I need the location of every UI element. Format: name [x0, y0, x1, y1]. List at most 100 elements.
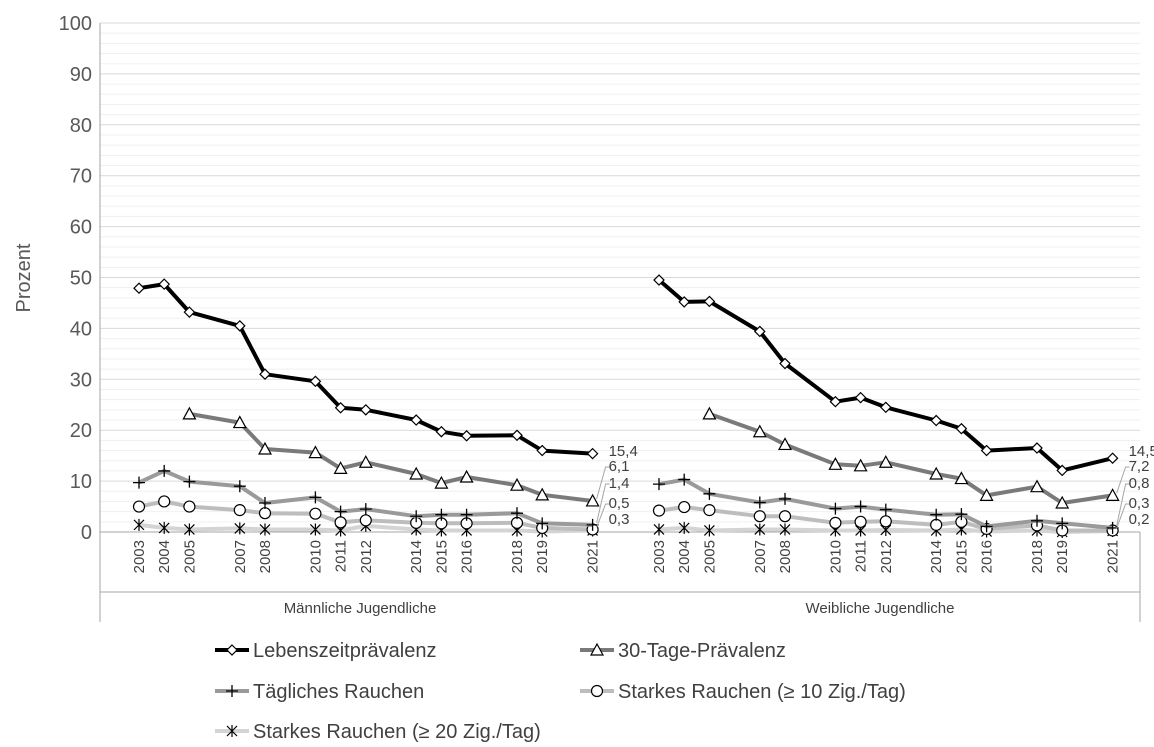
- series-line: [658, 505, 1113, 533]
- data-point-marker: [829, 502, 842, 515]
- data-point-marker: [930, 508, 943, 521]
- data-point-marker: [703, 524, 715, 537]
- data-label-leader: [596, 483, 610, 523]
- data-point-marker: [979, 488, 994, 501]
- x-tick-label: 2016: [979, 540, 996, 573]
- y-tick-label: 100: [59, 13, 92, 35]
- data-point-marker: [585, 493, 600, 507]
- data-point-marker: [259, 496, 271, 509]
- data-point-marker: [1031, 514, 1043, 527]
- x-tick-label: 2010: [307, 540, 324, 573]
- series-line: [138, 499, 593, 532]
- data-point-marker: [954, 471, 969, 485]
- series-line: [708, 412, 1113, 505]
- series-line: [138, 522, 593, 534]
- data-point-marker: [359, 403, 372, 416]
- y-tick-label: 10: [70, 471, 92, 493]
- data-point-marker: [653, 523, 665, 536]
- data-point-marker: [955, 422, 968, 435]
- end-data-label: 0,3: [609, 511, 630, 528]
- data-point-marker: [703, 504, 716, 517]
- data-point-marker: [678, 521, 690, 534]
- series-line: [658, 525, 1113, 534]
- data-point-marker: [460, 508, 473, 521]
- data-point-marker: [652, 504, 666, 517]
- series-lebenszeitpr-valenz: [133, 278, 599, 460]
- data-point-marker: [678, 296, 691, 308]
- legend-marker: [226, 685, 238, 697]
- series-30-tage-pr-valenz: [182, 406, 600, 507]
- data-point-marker: [1029, 479, 1045, 493]
- data-point-marker: [1106, 452, 1119, 465]
- legend-item-30-tage-pr-valenz: 30-Tage-Prävalenz: [580, 640, 786, 662]
- data-point-marker: [1031, 442, 1043, 454]
- end-data-label: 14,5: [1129, 443, 1154, 460]
- data-point-marker: [459, 469, 474, 483]
- plot-area: 15,46,11,40,50,314,57,20,80,30,2: [132, 274, 1154, 538]
- data-point-marker: [536, 517, 549, 530]
- data-point-marker: [703, 295, 716, 308]
- data-point-marker: [778, 510, 792, 523]
- x-tick-label: 2019: [1054, 540, 1071, 573]
- data-point-marker: [779, 492, 791, 505]
- data-point-marker: [653, 478, 665, 491]
- data-point-marker: [854, 500, 867, 513]
- data-point-marker: [509, 477, 525, 491]
- data-point-marker: [259, 368, 271, 381]
- data-point-marker: [535, 487, 550, 501]
- x-tick-label: 2014: [928, 540, 945, 573]
- series-line: [138, 282, 593, 456]
- legend-marker: [226, 644, 238, 656]
- series-line: [138, 468, 593, 527]
- data-point-marker: [511, 507, 523, 520]
- series-t-gliches-rauchen: [133, 464, 599, 531]
- data-point-marker: [586, 447, 599, 460]
- end-data-label: 0,2: [1129, 511, 1150, 528]
- data-point-marker: [133, 282, 145, 295]
- x-tick-label: 2021: [585, 540, 602, 573]
- data-point-marker: [753, 510, 766, 523]
- data-point-marker: [309, 507, 322, 520]
- x-tick-label: 2011: [853, 540, 870, 572]
- series-starkes-rauchen-20-zig-tag: [133, 518, 599, 538]
- x-tick-label: 2010: [827, 540, 844, 573]
- data-point-marker: [1105, 488, 1120, 501]
- data-point-marker: [878, 455, 893, 468]
- data-point-marker: [334, 505, 347, 518]
- end-data-label: 15,4: [609, 443, 638, 460]
- data-point-marker: [879, 515, 892, 528]
- x-tick-label: 2018: [1029, 540, 1046, 573]
- data-point-marker: [232, 415, 247, 429]
- data-point-marker: [980, 520, 993, 533]
- data-point-marker: [333, 461, 348, 474]
- data-point-marker: [133, 476, 145, 489]
- end-data-label: 1,4: [609, 475, 630, 492]
- data-point-marker: [854, 391, 867, 404]
- data-point-marker: [410, 414, 423, 426]
- x-tick-label: 2003: [131, 540, 148, 573]
- data-point-marker: [829, 516, 842, 529]
- data-point-marker: [829, 395, 842, 408]
- data-point-marker: [653, 274, 665, 286]
- end-data-label: 7,2: [1129, 458, 1150, 475]
- data-point-marker: [703, 487, 716, 500]
- legend-marker: [226, 725, 238, 737]
- legend-marker: [589, 642, 605, 656]
- group-m-nnliche-jugendliche: 15,46,11,4 0,50,3: [132, 278, 638, 538]
- series-line: [189, 411, 593, 503]
- data-point-marker: [702, 406, 717, 420]
- legend-item-starkes-rauchen-10-zig-tag: Starkes Rauchen (≥ 10 Zig./Tag): [580, 681, 906, 703]
- x-group-label: Weibliche Jugendliche: [806, 600, 955, 617]
- x-tick-label: 2019: [534, 540, 551, 573]
- x-tick-label: 2008: [777, 540, 794, 573]
- end-data-label: 0,3: [1129, 495, 1150, 512]
- y-tick-label: 70: [70, 166, 92, 188]
- data-point-marker: [1056, 464, 1069, 477]
- data-point-marker: [233, 480, 246, 493]
- series-t-gliches-rauchen: [653, 473, 1119, 534]
- data-point-marker: [158, 495, 171, 508]
- x-group-label: Männliche Jugendliche: [284, 600, 437, 617]
- data-point-marker: [158, 278, 171, 290]
- data-point-marker: [183, 500, 196, 513]
- data-point-marker: [753, 325, 766, 338]
